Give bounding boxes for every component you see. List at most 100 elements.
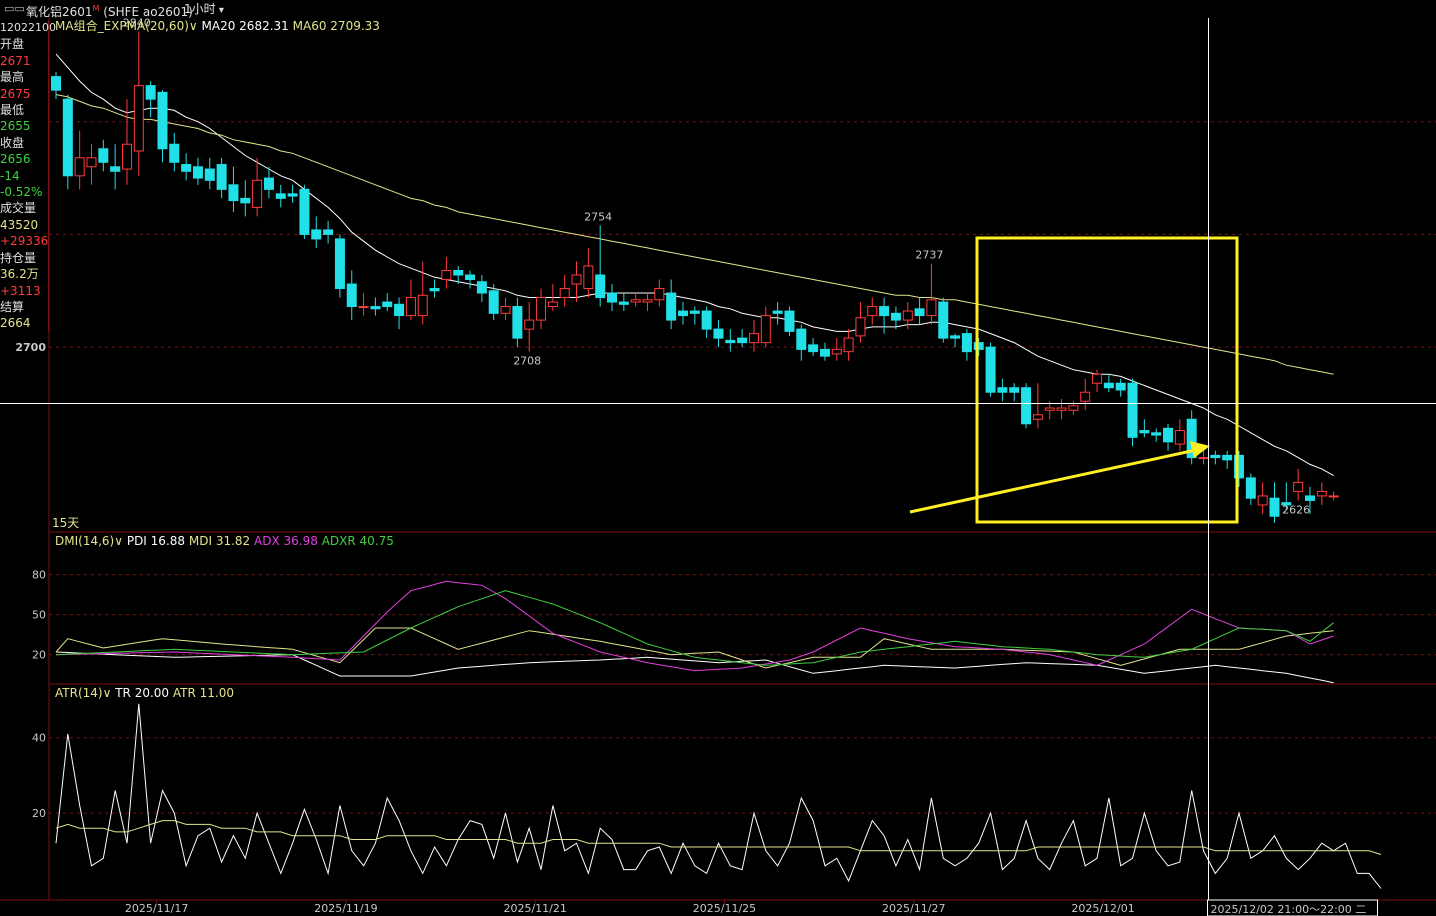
candle-body — [98, 148, 109, 163]
candle — [323, 220, 334, 244]
candle-body — [240, 197, 251, 204]
candle — [121, 99, 132, 185]
mdi-line — [55, 627, 1334, 669]
candle — [1210, 450, 1221, 465]
info-time: 12022100 — [0, 21, 56, 34]
atr-tick-label: 40 — [32, 732, 46, 745]
symbol-title[interactable]: 氧化铝2601M (SHFE ao2601) — [26, 4, 193, 19]
candle — [133, 31, 144, 176]
candle — [51, 72, 61, 100]
candle — [263, 166, 274, 199]
atr-title: ATR(14) — [55, 686, 103, 700]
candle-body — [867, 306, 878, 317]
candle-body — [263, 177, 274, 190]
candle-body — [1151, 432, 1162, 436]
legend-title: MA组合_EXPMA(20,60) — [55, 18, 189, 33]
candle — [867, 297, 878, 325]
candle — [1316, 482, 1327, 505]
candle-body — [879, 306, 890, 317]
candle-body — [666, 292, 677, 321]
candle-body — [595, 274, 606, 299]
candle-body — [110, 166, 121, 172]
info-volume-label: 成交量 — [0, 201, 37, 216]
candle — [500, 297, 511, 321]
candle-body — [1198, 457, 1209, 460]
dmi-tick-label: 20 — [32, 649, 46, 662]
tr-line — [55, 703, 1382, 889]
candle — [1115, 378, 1126, 397]
candle — [240, 180, 251, 217]
info-low-label: 最低 — [0, 103, 25, 118]
chevron-down-icon: ∨ — [114, 534, 127, 548]
main-legend: MA组合_EXPMA(20,60)∨ MA20 2682.31 MA60 270… — [55, 18, 380, 33]
candle — [275, 184, 286, 208]
price-annotation: 2737 — [915, 249, 943, 262]
candle — [1080, 378, 1091, 411]
candle — [961, 329, 972, 361]
candle-body — [1127, 382, 1138, 438]
info-oi-change: +3113 — [0, 283, 41, 298]
date-tick-label: 2025/11/21 — [503, 902, 566, 915]
candle-body — [394, 303, 405, 317]
price-annotation: 2626 — [1282, 503, 1310, 516]
candle — [571, 261, 582, 303]
candle — [157, 90, 168, 163]
candle-body — [358, 306, 369, 309]
candle — [642, 293, 653, 312]
candle-body — [677, 310, 688, 317]
candle — [417, 261, 428, 325]
candle-body — [228, 184, 239, 202]
candle — [1186, 410, 1197, 465]
candle-body — [346, 283, 357, 308]
period-select[interactable]: 1小时 ▾ — [184, 2, 224, 16]
candle-body — [169, 143, 180, 163]
dmi-legend: DMI(14,6)∨ PDI 16.88 MDI 31.82 ADX 36.98… — [55, 534, 394, 548]
candle-body — [902, 310, 913, 321]
candle — [1139, 419, 1150, 438]
candle — [429, 279, 440, 298]
candle-body — [121, 143, 132, 170]
candle-body — [157, 91, 168, 150]
info-settle-label: 结算 — [0, 299, 25, 314]
candles[interactable] — [51, 31, 1339, 523]
candle — [1257, 482, 1268, 514]
candle-body — [1080, 391, 1091, 402]
chevron-down-icon: ∨ — [189, 19, 202, 33]
candle-body — [405, 297, 416, 317]
candle-body — [630, 299, 641, 303]
candle-body — [287, 193, 298, 197]
candle — [1245, 473, 1256, 505]
candle — [98, 139, 109, 172]
candle-body — [819, 348, 830, 357]
candle-body — [571, 274, 582, 285]
info-open: 2671 — [0, 53, 31, 68]
candle-body — [476, 281, 487, 294]
candle — [926, 263, 937, 325]
pdi-line — [55, 651, 1334, 684]
candle-body — [275, 193, 286, 199]
candle — [654, 279, 665, 307]
legend-ma60-name: MA60 — [293, 19, 327, 33]
candle — [1269, 482, 1280, 523]
ma60-line — [55, 94, 1334, 375]
candle — [772, 302, 783, 325]
candle — [1304, 486, 1315, 514]
candle-body — [1328, 495, 1339, 498]
candle-body — [192, 166, 203, 179]
candle-body — [252, 179, 263, 208]
chevron-down-icon: ▾ — [215, 5, 224, 16]
candle-body — [1304, 495, 1315, 501]
annotation-arrow-line — [909, 448, 1197, 514]
candle-body — [737, 337, 748, 344]
date-tick-label: 2025/11/19 — [314, 902, 377, 915]
candle-body — [950, 335, 961, 339]
candle — [607, 284, 618, 312]
date-axis: 2025/11/17 2025/11/19 2025/11/21 2025/11/25… — [125, 900, 1135, 915]
candle-body — [1103, 382, 1114, 389]
candle-body — [1281, 502, 1292, 506]
window-switch-icon[interactable]: ▭▭ — [4, 2, 25, 15]
candle-body — [323, 229, 334, 235]
candle — [405, 279, 416, 321]
candle-body — [808, 344, 819, 353]
